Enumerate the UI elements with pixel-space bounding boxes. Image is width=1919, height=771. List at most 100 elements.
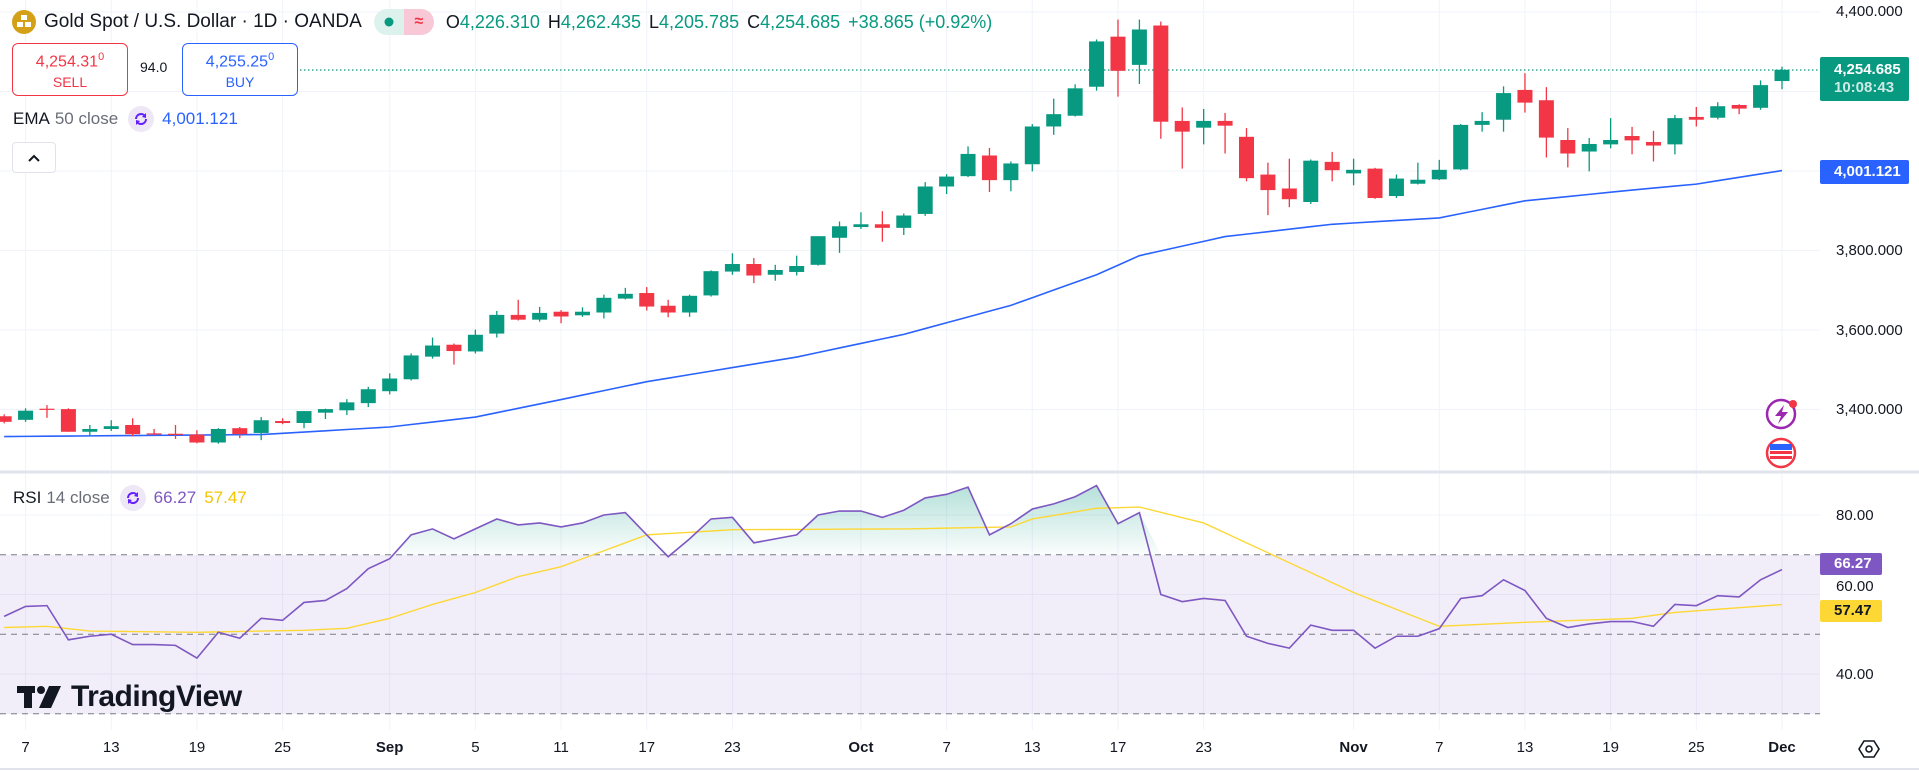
candle [1667, 114, 1683, 155]
tradingview-logo[interactable]: TradingView [17, 680, 242, 714]
candle-body [1131, 29, 1147, 65]
high-label: H [547, 11, 561, 32]
rsi-ma-line [4, 506, 1783, 633]
us-flag-event-icon[interactable] [1765, 437, 1797, 469]
candle [767, 264, 783, 281]
price-axis-label: 3,600.000 [1836, 322, 1903, 339]
rsi-ma-tag: 57.47 [1820, 600, 1882, 622]
candle-body [39, 408, 55, 410]
candle-body [1410, 179, 1426, 184]
candle [617, 287, 633, 300]
candle-body [1453, 124, 1469, 170]
candle [189, 430, 205, 444]
last-price-tag: 4,254.685 10:08:43 [1820, 57, 1909, 101]
candle [1346, 158, 1362, 186]
candle [853, 212, 869, 230]
rsi-legend[interactable]: RSI 14 close 66.27 57.47 [13, 485, 247, 511]
candle [1603, 118, 1619, 149]
candle-body [853, 224, 869, 228]
candle-body [1024, 126, 1040, 165]
candle [275, 418, 291, 425]
candle-body [1367, 168, 1383, 199]
candle-body [317, 409, 333, 413]
candle [510, 299, 526, 321]
candle [18, 408, 34, 422]
candle-body [917, 186, 933, 214]
bar-countdown: 10:08:43 [1834, 79, 1895, 96]
sell-button[interactable]: 4,254.310 SELL [12, 43, 128, 96]
candle-body [1431, 169, 1447, 180]
refresh-icon[interactable] [128, 106, 155, 132]
rsi-line [3, 484, 1783, 660]
buy-button[interactable]: 4,255.250 BUY [182, 43, 298, 96]
candle [1046, 98, 1062, 135]
candle-body [1645, 141, 1661, 146]
collapse-legend-button[interactable] [12, 142, 56, 173]
candle [1688, 107, 1704, 127]
candles [0, 19, 1790, 444]
open-value: 4,226.310 [459, 11, 540, 32]
candle [1303, 159, 1319, 204]
grid-lines [0, 0, 1820, 730]
ema-legend[interactable]: EMA 50 close 4,001.121 [13, 106, 238, 132]
candle [382, 373, 398, 395]
candle [639, 287, 655, 311]
candle [960, 146, 976, 177]
candle-body [189, 434, 205, 443]
chevron-up-icon [28, 154, 40, 162]
candle [103, 420, 119, 431]
refresh-icon[interactable] [119, 485, 146, 511]
candle-body [82, 428, 98, 432]
symbol-header: Gold Spot / U.S. Dollar · 1D · OANDA ≈ O… [12, 8, 992, 36]
ema-value: 4,001.121 [162, 109, 238, 128]
candle [1367, 167, 1383, 199]
time-axis-label: 23 [724, 739, 741, 756]
candle [682, 294, 698, 317]
candle [1538, 87, 1554, 158]
candle-body [382, 378, 398, 392]
status-pill[interactable]: ≈ [373, 9, 434, 35]
price-axis-label: 3,800.000 [1836, 242, 1903, 259]
candle-body [60, 409, 76, 432]
time-axis-label: 11 [553, 739, 569, 756]
candle [917, 182, 933, 216]
candle-body [1710, 106, 1726, 118]
candle-body [1153, 25, 1169, 122]
rsi-value-tag: 66.27 [1820, 553, 1882, 575]
time-axis-label: 23 [1195, 739, 1212, 756]
candle-body [467, 334, 483, 352]
time-axis-label: 7 [1435, 739, 1444, 756]
candle [1624, 126, 1640, 155]
candle [1024, 124, 1040, 172]
candle-body [275, 421, 291, 424]
candle [1217, 112, 1233, 154]
candle-body [596, 297, 612, 313]
symbol-title[interactable]: Gold Spot / U.S. Dollar · 1D · OANDA [44, 11, 362, 32]
time-axis-label: 25 [1687, 739, 1705, 756]
rsi-value: 66.27 [153, 488, 197, 507]
candle-body [939, 176, 955, 187]
candle [1388, 174, 1404, 199]
candle [1474, 112, 1490, 132]
chart-settings-icon[interactable] [1858, 740, 1880, 758]
time-axis-label: 13 [1023, 739, 1041, 756]
low-value: 4,205.785 [659, 11, 740, 32]
candle-body [682, 295, 698, 313]
lightning-event-icon[interactable] [1765, 398, 1797, 430]
candle [596, 294, 612, 319]
ema-50-line [4, 169, 1783, 438]
candle [1281, 158, 1297, 208]
candle [146, 428, 162, 435]
market-open-dot-icon [373, 9, 404, 35]
candle [574, 307, 590, 317]
close-label: C [747, 11, 761, 32]
candle-body [1560, 139, 1576, 154]
candle [425, 337, 441, 359]
candle [39, 405, 55, 418]
candle [446, 343, 462, 365]
candle-body [1110, 36, 1126, 71]
candle [253, 417, 269, 441]
candle [1753, 80, 1769, 110]
candle [1003, 161, 1019, 192]
